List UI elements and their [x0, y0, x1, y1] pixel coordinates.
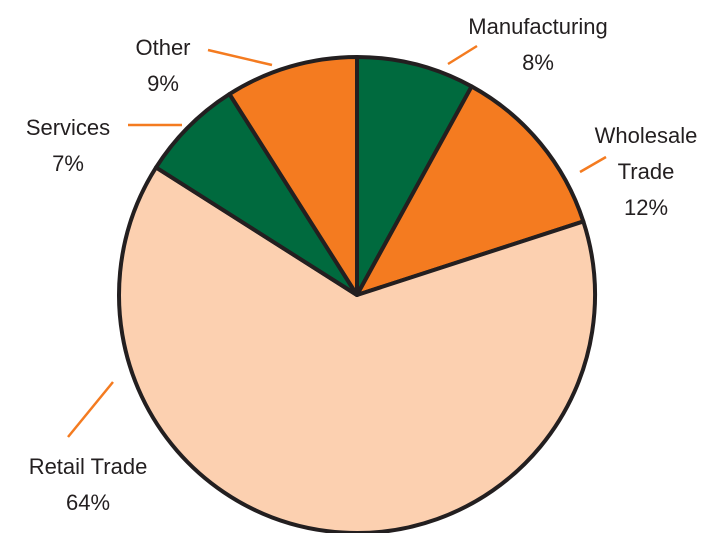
pie-slice	[355, 55, 474, 297]
value-label: 7%	[52, 151, 84, 176]
pie-slice	[117, 165, 597, 533]
pie-slice	[355, 84, 586, 297]
category-label: Retail Trade	[28, 454, 148, 479]
slice-label: Other 9%	[88, 30, 238, 102]
slice-label: Services 7%	[0, 110, 143, 182]
pie-slice	[227, 55, 359, 297]
slice-label: Wholesale Trade 12%	[586, 118, 706, 226]
leader-line	[207, 48, 273, 67]
value-label: 64%	[65, 490, 111, 515]
category-label: Other	[135, 35, 191, 60]
leader-line	[447, 44, 478, 66]
value-label: 9%	[147, 71, 179, 96]
category-label: Manufacturing	[468, 14, 608, 39]
value-label: 8%	[522, 50, 554, 75]
leader-line	[67, 381, 114, 438]
category-label: Services	[25, 115, 111, 140]
slice-label: Retail Trade 64%	[0, 449, 188, 521]
pie-slice	[154, 92, 359, 297]
leader-line	[579, 155, 607, 174]
slice-label: Manufacturing 8%	[438, 9, 638, 81]
value-label: 12%	[623, 195, 669, 220]
category-label: Wholesale Trade	[594, 123, 698, 184]
